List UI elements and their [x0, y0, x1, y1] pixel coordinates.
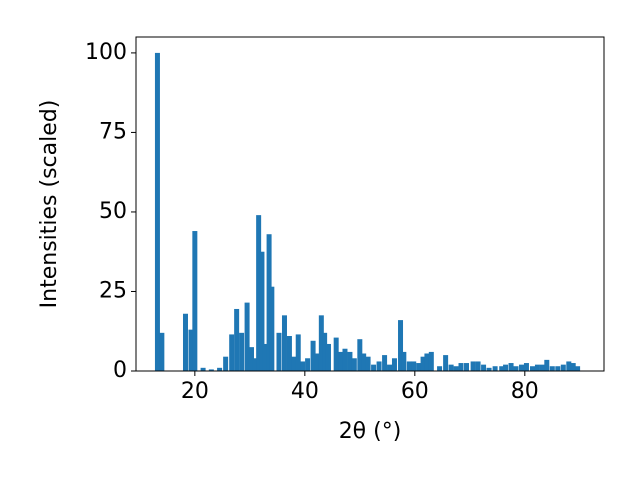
bar: [513, 366, 519, 371]
bar: [534, 364, 540, 371]
bar: [266, 234, 272, 371]
bar: [286, 336, 292, 371]
bar: [401, 351, 407, 371]
bar: [310, 340, 316, 371]
bar: [549, 366, 555, 371]
x-tick-label: 80: [511, 379, 539, 404]
bar: [539, 364, 545, 371]
bar: [338, 351, 344, 371]
bar: [382, 355, 388, 371]
bar: [376, 361, 382, 371]
bar: [325, 343, 331, 371]
bar: [305, 358, 311, 371]
bar: [291, 356, 297, 371]
bar: [259, 251, 265, 371]
bar: [503, 364, 509, 371]
bar: [499, 366, 505, 371]
bar: [252, 358, 258, 371]
bar: [428, 351, 434, 371]
bar: [208, 369, 214, 371]
bar: [342, 348, 348, 371]
bar: [217, 367, 223, 371]
bar: [398, 320, 404, 371]
bar: [322, 332, 328, 371]
bar: [464, 363, 470, 371]
bar: [333, 337, 339, 371]
bar: [300, 361, 306, 371]
bar: [188, 329, 194, 371]
bar: [314, 353, 320, 371]
x-axis-label: 2θ (°): [339, 419, 402, 444]
bar: [523, 363, 529, 371]
bar: [256, 215, 262, 371]
bar: [269, 286, 275, 371]
bar: [486, 367, 492, 371]
bar: [453, 366, 459, 371]
bar: [416, 363, 422, 371]
bar: [530, 366, 536, 371]
bar: [351, 358, 357, 371]
bar: [223, 356, 229, 371]
bar: [560, 364, 566, 371]
y-tick-label: 25: [99, 278, 127, 303]
bar: [475, 361, 481, 371]
y-tick-label: 100: [85, 40, 127, 65]
bar: [391, 358, 397, 371]
bar: [371, 364, 377, 371]
bar: [234, 308, 240, 371]
bar: [570, 363, 576, 371]
bar: [192, 231, 198, 371]
bar: [424, 353, 430, 371]
bar: [182, 313, 188, 371]
plot-frame: [135, 36, 605, 372]
bar: [575, 366, 581, 371]
bar: [406, 361, 412, 371]
bar: [347, 351, 353, 371]
bar: [361, 353, 367, 371]
bar: [387, 364, 393, 371]
bar: [470, 361, 476, 371]
bar: [244, 302, 250, 371]
x-tick-label: 20: [181, 379, 209, 404]
bar: [420, 356, 426, 371]
bar: [276, 332, 282, 371]
bar: [154, 52, 160, 372]
x-tick-label: 60: [401, 379, 429, 404]
bar: [229, 334, 235, 371]
y-tick-label: 50: [99, 199, 127, 224]
bar: [555, 366, 561, 371]
bar: [566, 361, 572, 371]
x-tick-label: 40: [291, 379, 319, 404]
bar: [544, 359, 550, 371]
bar: [318, 315, 324, 371]
bar: [443, 355, 449, 371]
bar: [248, 347, 254, 371]
bar: [357, 339, 363, 371]
bar: [411, 361, 417, 371]
bar: [481, 364, 487, 371]
bar: [508, 363, 514, 371]
y-tick-label: 75: [99, 119, 127, 144]
bar: [239, 332, 245, 371]
y-axis-label: Intensities (scaled): [37, 100, 62, 309]
bar: [365, 356, 371, 371]
bar: [519, 364, 525, 371]
bar: [448, 364, 454, 371]
bar: [281, 315, 287, 371]
bar: [262, 343, 268, 371]
bar: [492, 366, 498, 371]
bar: [437, 366, 443, 371]
bar: [159, 332, 165, 371]
bar: [295, 334, 301, 371]
bar: [200, 367, 206, 371]
y-tick-label: 0: [113, 358, 127, 383]
bar: [458, 363, 464, 371]
